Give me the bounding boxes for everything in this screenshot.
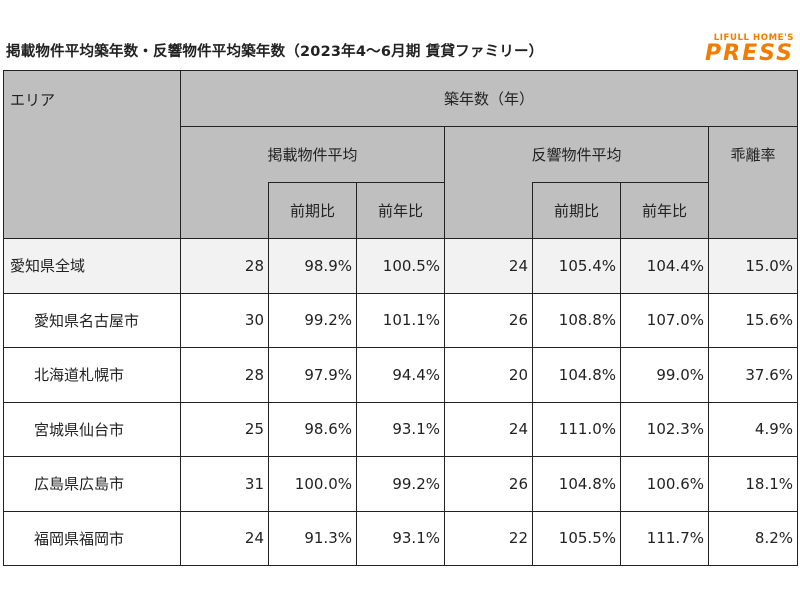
response-cell: 24	[444, 401, 533, 457]
press-logo: LIFULL HOME'S PRESS	[705, 33, 794, 65]
response-qoq-cell: 104.8%	[532, 347, 621, 403]
listed-yoy-cell: 101.1%	[356, 292, 445, 348]
chart-title: 掲載物件平均築年数・反響物件平均築年数（2023年4～6月期 賃貸ファミリー）	[6, 44, 544, 60]
response-cell: 22	[444, 510, 533, 566]
response-cell: 26	[444, 292, 533, 348]
area-cell: 宮城県仙台市	[3, 401, 181, 457]
gap-cell: 15.6%	[707, 292, 799, 348]
header-listed-blank	[180, 182, 269, 239]
header-gap: 乖離率	[707, 126, 799, 183]
listed-qoq-cell: 91.3%	[268, 510, 357, 566]
header-listed: 掲載物件平均	[180, 126, 445, 183]
response-qoq-cell: 104.8%	[532, 456, 621, 512]
listed-cell: 28	[180, 347, 269, 403]
listed-yoy-cell: 93.1%	[356, 510, 445, 566]
header-response-qoq: 前期比	[532, 182, 621, 239]
listed-cell: 25	[180, 401, 269, 457]
listed-yoy-cell: 94.4%	[356, 347, 445, 403]
area-cell: 愛知県全域	[3, 238, 181, 294]
response-yoy-cell: 100.6%	[620, 456, 709, 512]
response-cell: 24	[444, 238, 533, 294]
area-cell: 愛知県名古屋市	[3, 292, 181, 348]
listed-cell: 31	[180, 456, 269, 512]
response-qoq-cell: 111.0%	[532, 401, 621, 457]
listed-yoy-cell: 100.5%	[356, 238, 445, 294]
header-gap-blank	[707, 182, 799, 239]
table-row: 広島県広島市 31 100.0% 99.2% 26 104.8% 100.6% …	[3, 456, 799, 512]
listed-cell: 28	[180, 238, 269, 294]
listed-cell: 30	[180, 292, 269, 348]
gap-cell: 4.9%	[707, 401, 799, 457]
age-table: エリア 築年数（年） 掲載物件平均 反響物件平均 乖離率 前期比 前年比 前期比…	[3, 70, 799, 566]
response-yoy-cell: 102.3%	[620, 401, 709, 457]
header-listed-qoq: 前期比	[268, 182, 357, 239]
area-cell: 福岡県福岡市	[3, 510, 181, 566]
response-yoy-cell: 104.4%	[620, 238, 709, 294]
gap-cell: 15.0%	[707, 238, 799, 294]
response-qoq-cell: 105.5%	[532, 510, 621, 566]
header-age-group: 築年数（年）	[179, 70, 799, 127]
header-area: エリア	[3, 70, 181, 239]
table-row: 愛知県全域 28 98.9% 100.5% 24 105.4% 104.4% 1…	[3, 238, 799, 294]
response-cell: 20	[444, 347, 533, 403]
response-qoq-cell: 105.4%	[532, 238, 621, 294]
response-qoq-cell: 108.8%	[532, 292, 621, 348]
logo-subtext: LIFULL HOME'S	[713, 33, 794, 43]
response-cell: 26	[444, 456, 533, 512]
listed-qoq-cell: 100.0%	[268, 456, 357, 512]
gap-cell: 37.6%	[707, 347, 799, 403]
area-cell: 広島県広島市	[3, 456, 181, 512]
listed-yoy-cell: 99.2%	[356, 456, 445, 512]
header-response: 反響物件平均	[444, 126, 709, 183]
gap-cell: 18.1%	[707, 456, 799, 512]
table-row: 福岡県福岡市 24 91.3% 93.1% 22 105.5% 111.7% 8…	[3, 510, 799, 566]
header-response-blank	[444, 182, 533, 239]
table-row: 北海道札幌市 28 97.9% 94.4% 20 104.8% 99.0% 37…	[3, 347, 799, 403]
table-row: 愛知県名古屋市 30 99.2% 101.1% 26 108.8% 107.0%…	[3, 292, 799, 348]
area-cell: 北海道札幌市	[3, 347, 181, 403]
response-yoy-cell: 107.0%	[620, 292, 709, 348]
logo-text: PRESS	[705, 41, 794, 66]
response-yoy-cell: 99.0%	[620, 347, 709, 403]
listed-qoq-cell: 98.9%	[268, 238, 357, 294]
listed-qoq-cell: 97.9%	[268, 347, 357, 403]
listed-yoy-cell: 93.1%	[356, 401, 445, 457]
header-response-yoy: 前年比	[620, 182, 709, 239]
listed-qoq-cell: 99.2%	[268, 292, 357, 348]
table-row: 宮城県仙台市 25 98.6% 93.1% 24 111.0% 102.3% 4…	[3, 401, 799, 457]
header-listed-yoy: 前年比	[356, 182, 445, 239]
listed-cell: 24	[180, 510, 269, 566]
listed-qoq-cell: 98.6%	[268, 401, 357, 457]
gap-cell: 8.2%	[707, 510, 799, 566]
response-yoy-cell: 111.7%	[620, 510, 709, 566]
